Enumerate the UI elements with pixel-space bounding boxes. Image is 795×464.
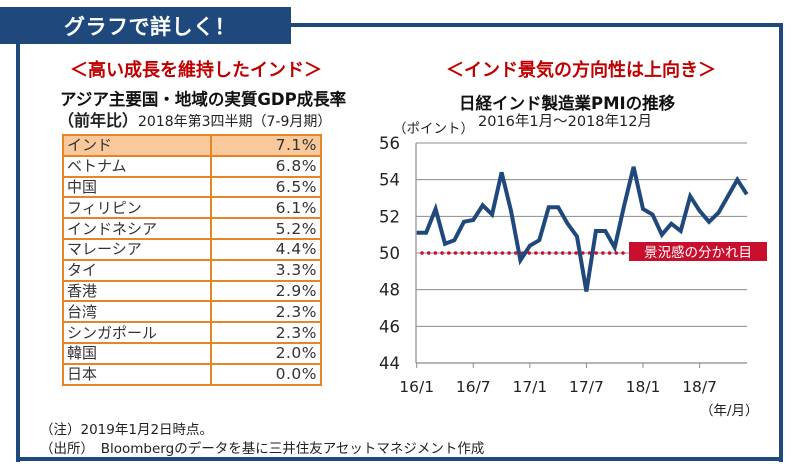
threshold-dot <box>447 251 451 255</box>
country-name: 台湾 <box>62 300 212 324</box>
threshold-dot <box>594 251 598 255</box>
table-row: インドネシア 5.2% <box>62 217 322 240</box>
gdp-growth-value: 2.3% <box>210 300 322 324</box>
threshold-dot <box>547 251 552 255</box>
threshold-dot <box>426 251 431 255</box>
threshold-label: 景況感の分かれ目 <box>644 244 752 261</box>
threshold-dot <box>467 251 471 255</box>
pmi-chart-subtitle: 2016年1月～2018年12月 <box>478 114 652 130</box>
country-name: マレーシア <box>62 237 212 261</box>
table-row: 中国 6.5% <box>62 175 322 199</box>
threshold-dot <box>473 251 478 255</box>
country-name: 香港 <box>62 279 212 303</box>
y-axis-unit-label: （ポイント） <box>393 121 474 137</box>
threshold-dot <box>460 251 465 255</box>
threshold-dot <box>554 251 558 255</box>
x-tick-label: 17/7 <box>569 378 604 396</box>
table-row: 日本 0.0% <box>62 362 322 386</box>
threshold-dot <box>540 251 545 255</box>
threshold-dot <box>453 251 458 255</box>
threshold-dot <box>507 251 511 255</box>
country-name: タイ <box>62 258 212 282</box>
x-tick-label: 18/1 <box>626 378 661 396</box>
gdp-growth-value: 2.3% <box>210 321 322 344</box>
gdp-table-title: アジア主要国・地域の実質GDP成長率 <box>60 90 347 109</box>
table-row: 台湾 2.3% <box>62 300 322 324</box>
y-tick-label: 46 <box>379 317 400 336</box>
left-subtitle: ＜高い成長を維持したインド＞ <box>70 60 322 81</box>
header-band <box>0 7 291 44</box>
y-tick-label: 54 <box>379 171 400 190</box>
threshold-dot <box>493 251 498 255</box>
table-row: インド 7.1% <box>62 134 322 157</box>
frame-bottom-border <box>16 457 783 461</box>
gdp-growth-value: 6.5% <box>210 175 322 199</box>
table-row: マレーシア 4.4% <box>62 237 322 261</box>
frame-left-border <box>16 44 20 462</box>
threshold-label-box <box>629 242 767 261</box>
threshold-dot <box>480 251 485 255</box>
country-name: フィリピン <box>62 196 212 220</box>
y-tick-label: 56 <box>379 134 400 153</box>
threshold-dot <box>534 251 538 255</box>
y-tick-label: 50 <box>379 244 400 263</box>
gdp-growth-table: インド 7.1% ベトナム 6.8% 中国 6.5% フィリピン 6.1% インドネシア 5.2%… <box>62 134 322 386</box>
threshold-dot <box>607 251 612 255</box>
country-name: 韓国 <box>62 341 212 365</box>
gdp-growth-value: 5.2% <box>210 217 322 240</box>
table-row: フィリピン 6.1% <box>62 196 322 220</box>
pmi-chart-title: 日経インド製造業PMIの推移 <box>459 94 676 113</box>
x-axis-unit-label: （年/月） <box>700 403 759 419</box>
country-name: 中国 <box>62 175 212 199</box>
y-tick-label: 52 <box>379 207 400 226</box>
x-tick-label: 16/7 <box>456 378 491 396</box>
country-name: シンガポール <box>62 321 212 344</box>
country-name: インドネシア <box>62 217 212 240</box>
frame-top-border <box>290 23 783 27</box>
threshold-dot <box>440 251 444 255</box>
gdp-growth-value: 7.1% <box>210 134 322 157</box>
gdp-growth-value: 0.0% <box>210 362 322 386</box>
x-tick-label: 18/7 <box>682 378 717 396</box>
threshold-dot <box>560 251 565 255</box>
threshold-dot <box>500 251 505 255</box>
footnote-date: （注）2019年1月2日時点。 <box>40 422 214 438</box>
right-subtitle: ＜インド景気の方向性は上向き＞ <box>446 60 716 81</box>
period-bold: （前年比） <box>58 111 139 130</box>
threshold-dot <box>514 251 518 255</box>
table-row: シンガポール 2.3% <box>62 321 322 344</box>
table-row: ベトナム 6.8% <box>62 154 322 178</box>
threshold-dot <box>420 251 424 255</box>
table-row: 香港 2.9% <box>62 279 322 303</box>
frame-right-border <box>779 23 783 462</box>
table-row: タイ 3.3% <box>62 258 322 282</box>
threshold-dot <box>527 251 531 255</box>
country-name: ベトナム <box>62 154 212 178</box>
y-tick-label: 44 <box>379 354 400 373</box>
gdp-growth-value: 2.9% <box>210 279 322 303</box>
period-text: 2018年第3四半期（7-9月期） <box>138 114 332 130</box>
x-tick-label: 16/1 <box>399 378 434 396</box>
country-name: インド <box>62 134 212 157</box>
gdp-growth-value: 6.1% <box>210 196 322 220</box>
threshold-dot <box>621 251 625 255</box>
gdp-growth-value: 2.0% <box>210 341 322 365</box>
threshold-dot <box>574 251 578 255</box>
gdp-table-period: （前年比）2018年第3四半期（7-9月期） <box>58 107 331 131</box>
threshold-dot <box>487 251 491 255</box>
gdp-growth-value: 4.4% <box>210 237 322 261</box>
header-title: グラフで詳しく！ <box>64 14 236 39</box>
footnote-source: （出所） Bloombergのデータを基に三井住友アセットマネジメント作成 <box>40 441 485 457</box>
x-tick-label: 17/1 <box>512 378 547 396</box>
country-name: 日本 <box>62 362 212 386</box>
pmi-series-line <box>416 166 749 292</box>
y-tick-label: 48 <box>379 281 400 300</box>
threshold-dot <box>567 251 572 255</box>
threshold-dot <box>601 251 605 255</box>
threshold-dot <box>433 251 438 255</box>
gdp-growth-value: 3.3% <box>210 258 322 282</box>
table-row: 韓国 2.0% <box>62 341 322 365</box>
gdp-growth-value: 6.8% <box>210 154 322 178</box>
